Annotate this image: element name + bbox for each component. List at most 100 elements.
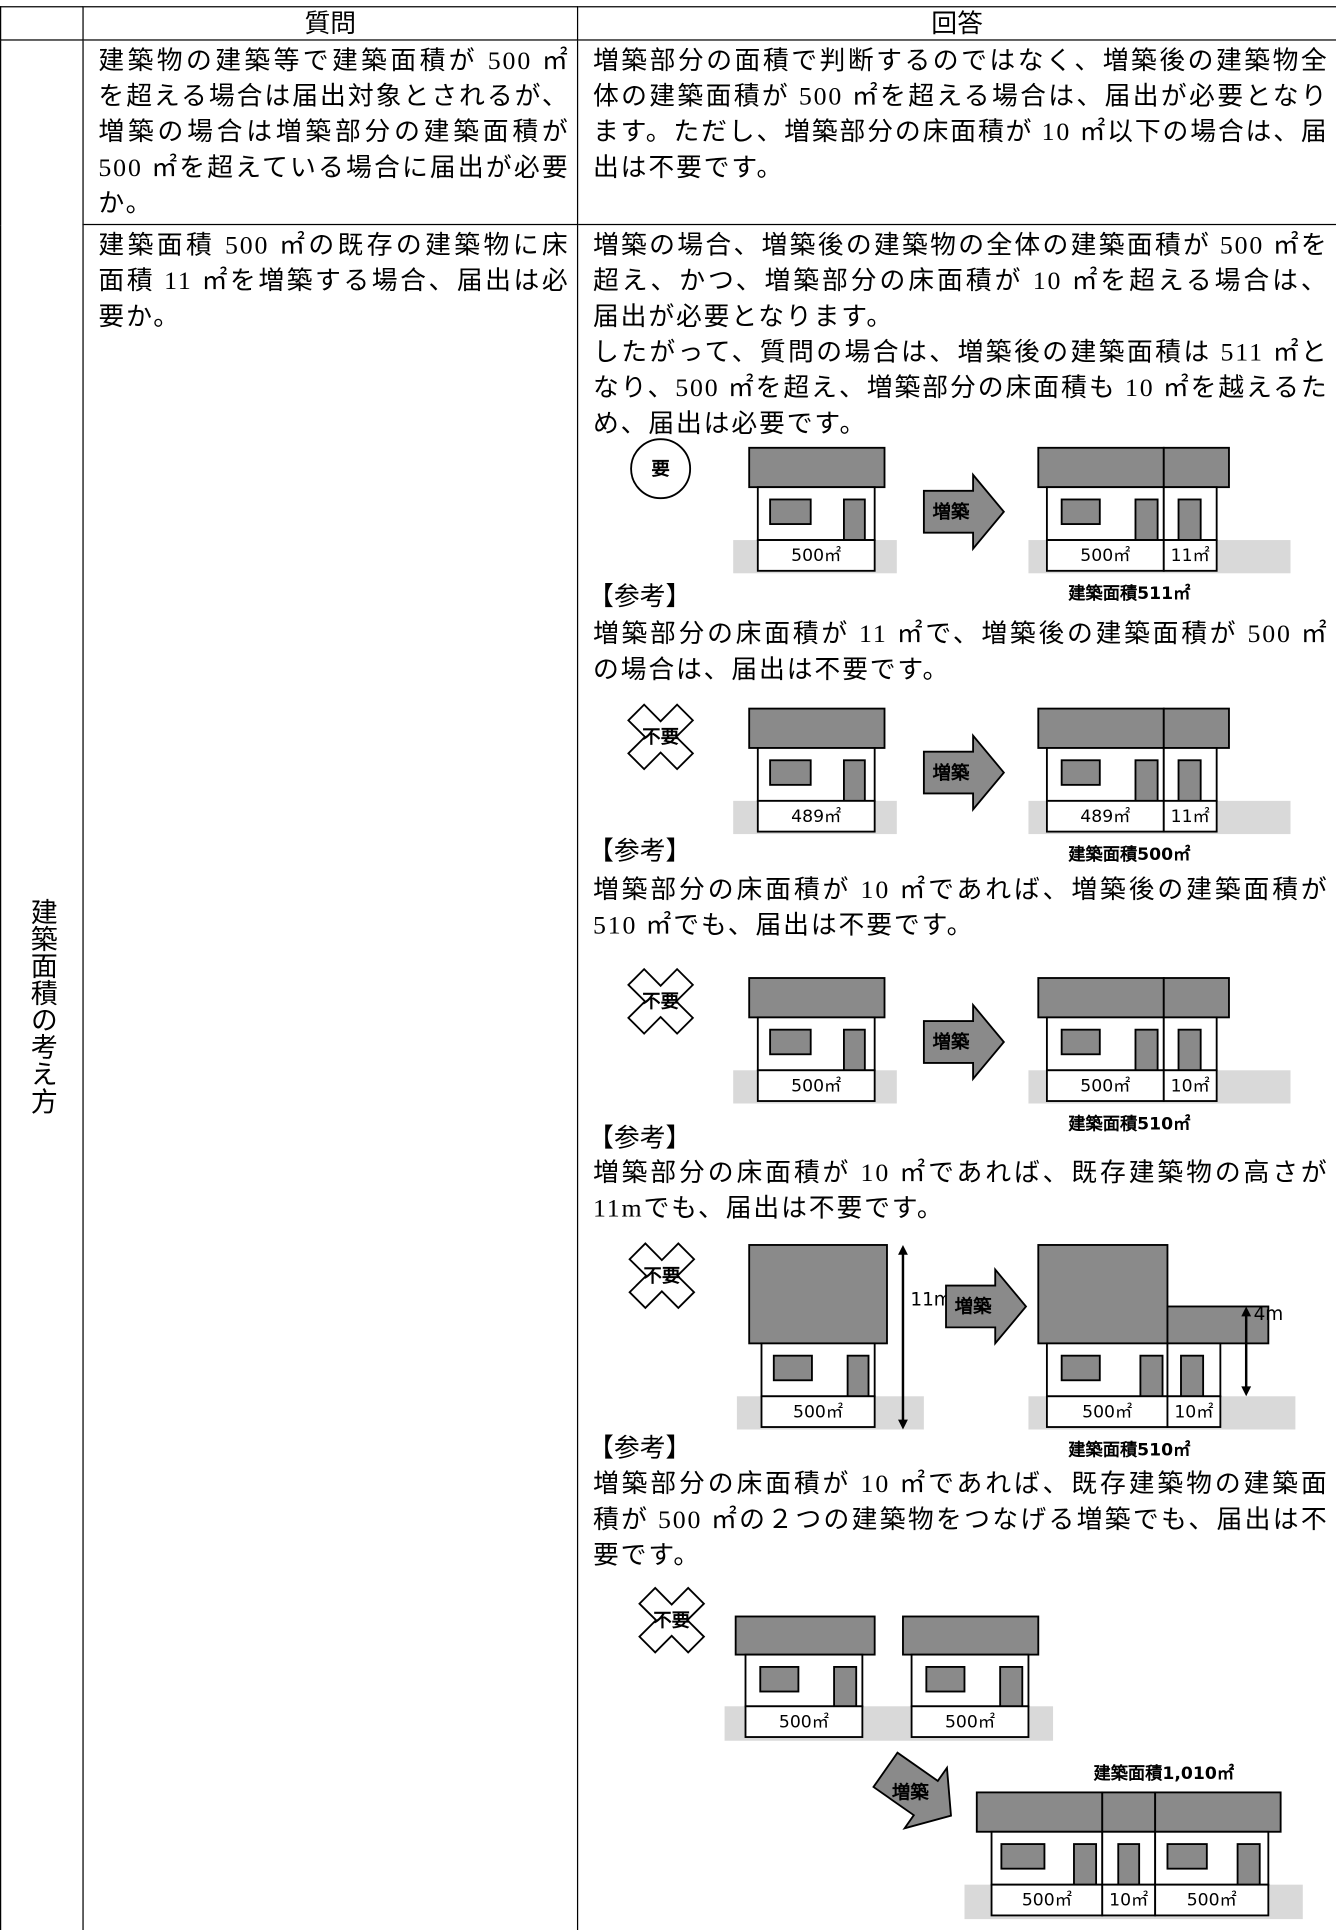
area-box xyxy=(1162,539,1218,572)
door xyxy=(1177,759,1202,802)
arrow-label: 増築 xyxy=(933,1031,970,1053)
area-box xyxy=(1101,1883,1157,1917)
roof xyxy=(1101,1791,1157,1833)
area-label: 489㎡ xyxy=(1080,807,1130,827)
door xyxy=(1177,1028,1202,1072)
badge-label: 不要 xyxy=(642,727,679,748)
height-head xyxy=(1241,1306,1252,1317)
window xyxy=(1060,498,1101,525)
note-heading: 【参考】 xyxy=(588,1433,691,1462)
area-label: 500㎡ xyxy=(779,1712,829,1732)
arrow-label: 増築 xyxy=(955,1296,992,1318)
header-cell: 回答 xyxy=(576,6,1336,41)
door xyxy=(842,498,866,541)
answer-text: 増築部分の面積で判断するのではなく、増築後の建築物全体の建築面積が 500 ㎡を… xyxy=(592,45,1329,183)
area-box xyxy=(756,799,876,833)
area-box xyxy=(1166,1395,1222,1428)
area-box xyxy=(1162,799,1218,833)
category-cell: 建築面積の考え方 xyxy=(0,39,84,1930)
height-head xyxy=(1241,1386,1252,1397)
question-cell: 建築物の建築等で建築面積が 500 ㎡を超える場合は届出対象とされるが、増築の場… xyxy=(82,39,579,226)
note-heading: 【参考】 xyxy=(588,1123,691,1152)
badge xyxy=(638,1586,706,1654)
figure: 不要 500㎡ 11m 増築 500㎡ 10㎡ 4m 建築面積510㎡ 【参考】 xyxy=(588,1242,1296,1462)
category-label: 建築面積の考え方 xyxy=(27,897,58,1114)
area-box xyxy=(744,1705,864,1738)
area-box xyxy=(1154,1883,1270,1917)
arrow xyxy=(922,472,1006,552)
window xyxy=(769,759,812,786)
door xyxy=(846,1354,870,1398)
roof xyxy=(748,977,886,1019)
area-box xyxy=(1045,539,1165,572)
area-label: 489㎡ xyxy=(791,807,841,827)
area-label: 500㎡ xyxy=(1080,1076,1130,1096)
note-text: 増築部分の床面積が 10 ㎡であれば、既存建築物の建築面積が 500 ㎡の２つの… xyxy=(592,1468,1329,1570)
area-label: 500㎡ xyxy=(1082,1402,1132,1422)
note-text: 増築部分の床面積が 10 ㎡であれば、既存建築物の高さが 11mでも、届出は不要… xyxy=(592,1157,1329,1223)
window xyxy=(769,1028,812,1056)
note-heading: 【参考】 xyxy=(588,582,691,611)
door xyxy=(1134,1028,1159,1072)
door xyxy=(1139,1354,1164,1398)
area-label: 500㎡ xyxy=(793,1402,843,1422)
roof xyxy=(1162,977,1230,1019)
area-label: 500㎡ xyxy=(791,1076,841,1096)
arrow xyxy=(922,1002,1006,1082)
window xyxy=(759,1665,800,1693)
qa-table: 質問 回答 建築面積の考え方 建築物の建築等で建築面積が 500 ㎡を超える場合… xyxy=(0,6,1336,1930)
window xyxy=(1060,1028,1101,1056)
arrow xyxy=(872,1751,952,1830)
answer-cell: 増築部分の面積で判断するのではなく、増築後の建築物全体の建築面積が 500 ㎡を… xyxy=(576,39,1336,226)
row: 建築面積の考え方 建築物の建築等で建築面積が 500 ㎡を超える場合は届出対象と… xyxy=(0,39,1336,1930)
roof xyxy=(1037,977,1165,1019)
roof xyxy=(1037,1244,1169,1345)
door xyxy=(1073,1843,1098,1886)
badge-label: 要 xyxy=(651,459,669,480)
roof xyxy=(902,1615,1040,1656)
arrow-label: 増築 xyxy=(933,762,970,784)
door xyxy=(1180,1354,1205,1398)
caption: 建築面積1,010㎡ xyxy=(1093,1763,1234,1784)
area-label: 11㎡ xyxy=(1171,807,1210,827)
roof xyxy=(748,446,886,489)
area-label: 10㎡ xyxy=(1109,1891,1148,1911)
arrow-label: 増築 xyxy=(933,501,970,523)
note-text: 増築部分の床面積が 10 ㎡であれば、増築後の建築面積が 510 ㎡でも、届出は… xyxy=(592,874,1329,940)
caption: 建築面積510㎡ xyxy=(1068,1439,1191,1460)
window xyxy=(769,498,812,525)
arrow-label: 増築 xyxy=(892,1782,929,1804)
area-box xyxy=(760,1395,876,1428)
door xyxy=(999,1665,1024,1708)
header-row: 質問 回答 xyxy=(0,6,1336,41)
area-box xyxy=(756,1069,876,1102)
badge xyxy=(628,1242,696,1310)
roof xyxy=(1166,1305,1270,1345)
roof xyxy=(975,1791,1104,1833)
roof xyxy=(1037,446,1165,489)
height-head xyxy=(898,1244,908,1255)
door xyxy=(833,1665,858,1708)
roof xyxy=(748,707,886,749)
question-cell: 建築面積 500 ㎡の既存の建築物に床面積 11 ㎡を増築する場合、届出は必要か… xyxy=(82,223,579,1930)
height-head xyxy=(898,1419,908,1430)
answer-text: したがって、質問の場合は、増築後の建築面積は 511 ㎡となり、500 ㎡を超え… xyxy=(592,337,1329,438)
area-box xyxy=(1045,1395,1169,1428)
badge xyxy=(627,967,695,1035)
note-heading: 【参考】 xyxy=(588,837,691,866)
window xyxy=(925,1665,966,1693)
badge-label: 不要 xyxy=(653,1610,690,1631)
area-box xyxy=(756,539,876,572)
roof xyxy=(748,1244,888,1345)
area-label: 11㎡ xyxy=(1171,546,1210,566)
area-label: 500㎡ xyxy=(1080,546,1130,566)
area-label: 500㎡ xyxy=(945,1712,995,1732)
row: 建築面積 500 ㎡の既存の建築物に床面積 11 ㎡を増築する場合、届出は必要か… xyxy=(1,223,1336,1930)
height-label: 11m xyxy=(910,1289,951,1310)
area-label: 10㎡ xyxy=(1174,1402,1213,1422)
